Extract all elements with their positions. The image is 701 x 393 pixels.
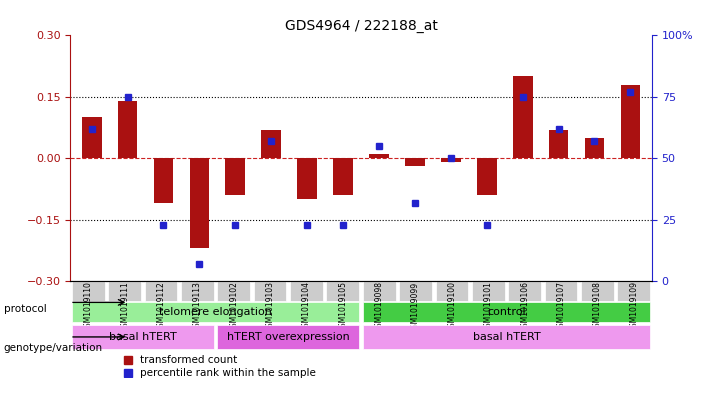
Bar <box>549 130 569 158</box>
Text: protocol: protocol <box>4 303 46 314</box>
Bar <box>154 158 173 204</box>
Text: basal hTERT: basal hTERT <box>109 332 177 342</box>
FancyBboxPatch shape <box>363 302 650 323</box>
FancyBboxPatch shape <box>399 281 432 301</box>
Bar <box>441 158 461 162</box>
Title: GDS4964 / 222188_at: GDS4964 / 222188_at <box>285 19 437 33</box>
Text: GSM1019110: GSM1019110 <box>84 281 93 332</box>
FancyBboxPatch shape <box>508 281 541 301</box>
Bar <box>405 158 425 167</box>
Bar <box>620 84 640 158</box>
Text: GSM1019098: GSM1019098 <box>375 281 383 332</box>
FancyBboxPatch shape <box>144 281 177 301</box>
Text: transformed count: transformed count <box>140 355 237 365</box>
FancyBboxPatch shape <box>254 281 287 301</box>
FancyBboxPatch shape <box>472 281 505 301</box>
FancyBboxPatch shape <box>581 281 614 301</box>
Text: GSM1019100: GSM1019100 <box>447 281 456 332</box>
Text: basal hTERT: basal hTERT <box>472 332 540 342</box>
Bar <box>118 101 137 158</box>
Text: GSM1019103: GSM1019103 <box>266 281 275 332</box>
FancyBboxPatch shape <box>618 281 650 301</box>
Text: GSM1019105: GSM1019105 <box>339 281 347 332</box>
Text: GSM1019109: GSM1019109 <box>629 281 638 332</box>
Bar <box>297 158 317 199</box>
Text: GSM1019112: GSM1019112 <box>156 281 165 332</box>
FancyBboxPatch shape <box>181 281 214 301</box>
FancyBboxPatch shape <box>108 281 141 301</box>
Text: genotype/variation: genotype/variation <box>4 343 102 353</box>
Text: GSM1019108: GSM1019108 <box>593 281 602 332</box>
Text: GSM1019102: GSM1019102 <box>229 281 238 332</box>
Bar <box>226 158 245 195</box>
Bar <box>333 158 353 195</box>
Bar <box>512 76 533 158</box>
Bar <box>261 130 281 158</box>
Text: GSM1019104: GSM1019104 <box>302 281 311 332</box>
FancyBboxPatch shape <box>72 281 104 301</box>
FancyBboxPatch shape <box>363 325 650 349</box>
Text: percentile rank within the sample: percentile rank within the sample <box>140 368 315 378</box>
Text: GSM1019107: GSM1019107 <box>557 281 566 332</box>
FancyBboxPatch shape <box>217 281 250 301</box>
FancyBboxPatch shape <box>290 281 323 301</box>
Bar <box>189 158 210 248</box>
Text: GSM1019099: GSM1019099 <box>411 281 420 332</box>
FancyBboxPatch shape <box>72 302 359 323</box>
Text: telomere elongation: telomere elongation <box>159 307 272 318</box>
Text: GSM1019113: GSM1019113 <box>193 281 202 332</box>
Text: GSM1019106: GSM1019106 <box>520 281 529 332</box>
Text: control: control <box>487 307 526 318</box>
FancyBboxPatch shape <box>545 281 578 301</box>
Text: hTERT overexpression: hTERT overexpression <box>227 332 350 342</box>
FancyBboxPatch shape <box>217 325 359 349</box>
Text: GSM1019111: GSM1019111 <box>120 281 129 332</box>
Bar <box>585 138 604 158</box>
FancyBboxPatch shape <box>363 281 395 301</box>
FancyBboxPatch shape <box>327 281 359 301</box>
Bar <box>369 154 389 158</box>
Bar <box>82 118 102 158</box>
Bar <box>477 158 496 195</box>
FancyBboxPatch shape <box>72 325 214 349</box>
FancyBboxPatch shape <box>435 281 468 301</box>
Text: GSM1019101: GSM1019101 <box>484 281 493 332</box>
